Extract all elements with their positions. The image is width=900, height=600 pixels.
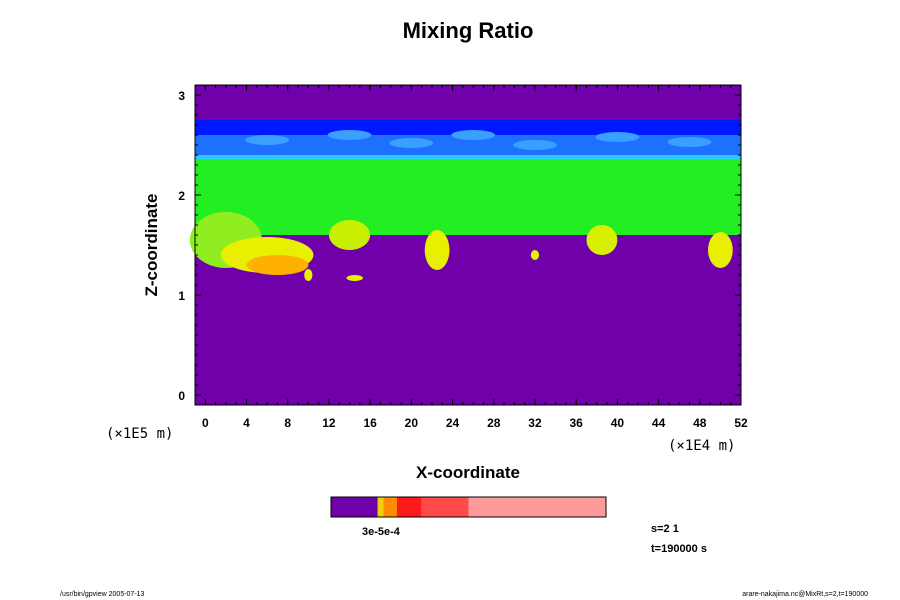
heatmap-patch [328, 220, 371, 250]
x-tick-label: 20 [405, 416, 419, 430]
x-tick-label: 24 [446, 416, 460, 430]
x-tick-label: 52 [734, 416, 748, 430]
y-tick-label: 2 [178, 189, 185, 203]
x-tick-label: 40 [611, 416, 625, 430]
x-tick-label: 36 [569, 416, 583, 430]
y-ticks: 0 1 2 3 [178, 89, 741, 403]
colorbar-segment [383, 497, 397, 517]
colorbar-segment [331, 497, 378, 517]
x-ticks: 0 4 8 12 16 20 24 28 32 36 40 44 48 52 [202, 85, 748, 430]
heatmap-patch [346, 275, 363, 281]
layer-top [195, 85, 741, 120]
colorbar-segment [377, 497, 384, 517]
colorbar-label: 3e-5e-4 [362, 526, 401, 538]
y-tick-label: 3 [178, 89, 185, 103]
x-tick-label: 32 [528, 416, 542, 430]
heatmap-patch [586, 225, 618, 255]
x-tick-label: 48 [693, 416, 707, 430]
y-scale-label: (×1E5 m) [106, 426, 173, 442]
footer-left: /usr/bin/gpview 2005-07-13 [60, 591, 145, 598]
colorbar-segment [421, 497, 469, 517]
heatmap-patch [327, 130, 372, 140]
heatmap-patch [451, 130, 496, 140]
heatmap-patch [389, 138, 434, 148]
x-tick-label: 8 [284, 416, 291, 430]
x-axis-title: X-coordinate [416, 463, 520, 482]
layer-band [195, 155, 741, 160]
layer-green [195, 160, 741, 235]
colorbar-segment [397, 497, 422, 517]
x-tick-label: 4 [243, 416, 250, 430]
heatmap-patch [512, 140, 557, 150]
colorbar-frame [330, 496, 607, 518]
info-t: t=190000 s [651, 543, 707, 555]
x-tick-label: 44 [652, 416, 666, 430]
heatmap-patch [246, 255, 309, 275]
x-tick-label: 28 [487, 416, 501, 430]
y-tick-label: 0 [178, 389, 185, 403]
layer-upper-dark [195, 120, 741, 135]
heatmap-patch [245, 135, 290, 145]
x-tick-label: 12 [322, 416, 336, 430]
y-axis-title: Z-coordinate [142, 194, 161, 297]
colorbar-segment [468, 497, 606, 517]
y-tick-label: 1 [178, 289, 185, 303]
heatmap-patch [667, 137, 712, 147]
heatmap-detail [189, 130, 733, 281]
heatmap-patch [595, 132, 640, 142]
colorbar [330, 496, 607, 518]
x-tick-label: 16 [363, 416, 377, 430]
heatmap-patch [530, 250, 540, 260]
chart-title: Mixing Ratio [403, 18, 534, 43]
heatmap-patch [304, 269, 313, 281]
x-tick-label: 0 [202, 416, 209, 430]
heatmap-patch [424, 230, 450, 270]
x-scale-label: (×1E4 m) [668, 438, 735, 454]
info-s: s=2 1 [651, 523, 679, 535]
footer-right: arare-nakajima.nc@MixRt,s=2,t=190000 [742, 591, 868, 598]
heatmap-patch [708, 232, 733, 268]
